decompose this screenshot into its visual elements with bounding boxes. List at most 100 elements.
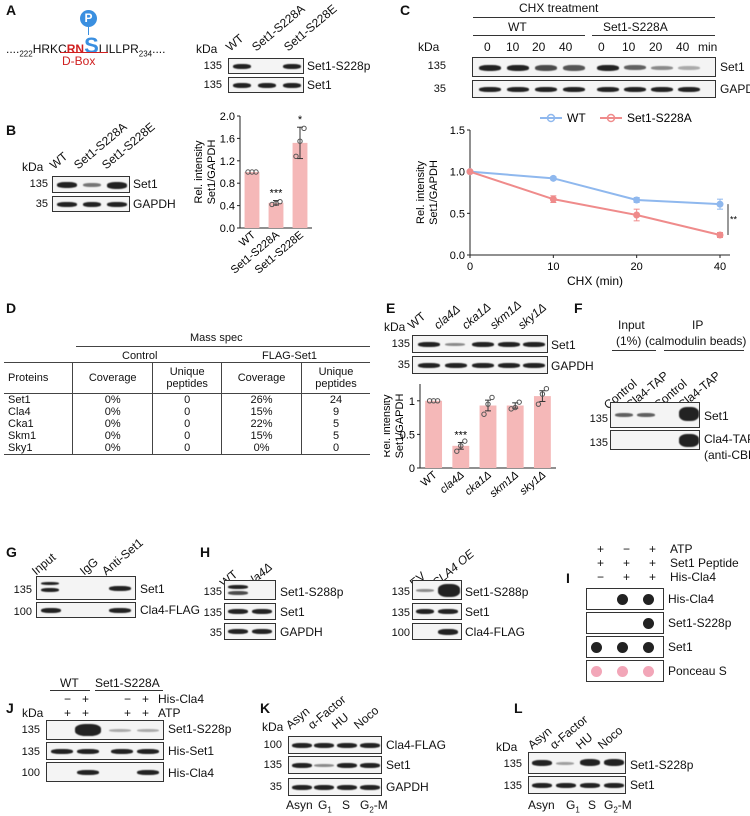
group-rule	[664, 350, 744, 351]
lane-label: cla4Δ	[431, 301, 464, 332]
x-tick-label: 40	[714, 261, 726, 273]
western-blot	[46, 742, 164, 760]
western-blot	[36, 576, 136, 600]
blot-label: GAPDH	[133, 197, 176, 211]
panel-label-e: E	[386, 300, 396, 316]
sign: +	[597, 542, 605, 556]
row-label: ATP	[670, 542, 693, 556]
sequence-text: ....222HRKCRNSLILLPR234....	[6, 33, 165, 59]
y-axis-label: Set1/GAPDH	[206, 140, 218, 205]
bar	[425, 400, 443, 468]
y-tick-label: 0.0	[220, 223, 235, 235]
cell: 0	[152, 442, 222, 455]
seq-before: HRKC	[32, 42, 67, 56]
mw-marker: 135	[29, 178, 48, 190]
mass-spec-table: Proteins Coverage Unique peptides Covera…	[4, 362, 370, 455]
dbox-label: D-Box	[62, 54, 96, 68]
y-tick-label: 0.4	[220, 201, 235, 213]
cell: 5	[301, 418, 370, 430]
bar	[268, 202, 284, 228]
sign: −	[124, 692, 132, 706]
lane-label: WT	[223, 31, 247, 54]
mw-marker: 135	[589, 437, 608, 449]
blot-label: Set1-S228p	[630, 758, 694, 772]
seq-s: S	[84, 33, 99, 58]
x-tick-label: sky1Δ	[518, 469, 549, 497]
cell: 0%	[72, 418, 153, 430]
input-title: Input	[618, 318, 645, 332]
group-rule	[50, 690, 90, 691]
table-row: Cla4 0% 0 15% 9	[4, 406, 370, 418]
ip-sub: (calmodulin beads)	[645, 334, 747, 348]
western-blot	[610, 402, 700, 428]
western-blot	[224, 623, 276, 640]
group-label: WT	[60, 676, 79, 690]
mw-marker: 135	[391, 586, 410, 598]
bar-chart-b: 0.0 0.4 0.8 1.2 1.6 2.0 Rel. intensity Set1/GAP…	[193, 111, 312, 276]
cell: Cka1	[8, 418, 34, 430]
dot-blot	[586, 660, 664, 682]
blot-label: Set1	[668, 640, 693, 654]
phase-label: Asyn	[528, 798, 555, 812]
sign: −	[597, 570, 605, 584]
panel-label-k: K	[260, 700, 271, 716]
sign: +	[124, 706, 132, 720]
western-blot	[46, 762, 164, 782]
y-tick-label: 1.0	[450, 167, 465, 179]
bar	[452, 445, 470, 468]
mw-marker: 35	[433, 83, 446, 95]
header-cell: Unique peptides	[152, 362, 222, 394]
seq-start: 222	[19, 49, 33, 59]
blot-label: Set1	[551, 338, 576, 352]
cell: 15%	[221, 406, 302, 418]
y-axis-label: Rel. intensity	[415, 161, 427, 224]
phase-label: G2-M	[604, 798, 632, 815]
table-row: Set1 0% 0 26% 24	[4, 393, 370, 406]
sign: +	[82, 706, 90, 720]
dot-blot	[586, 612, 664, 634]
data-point	[481, 411, 487, 417]
data-point	[549, 195, 557, 203]
bar	[244, 172, 260, 228]
blot-label: Set1	[280, 605, 305, 619]
mw-marker: 135	[503, 780, 522, 792]
legend-marker	[546, 113, 556, 123]
mw-marker: 135	[203, 586, 222, 598]
x-tick-label: WT	[419, 469, 440, 489]
cell: Skm1	[8, 430, 37, 442]
time-label: 40	[676, 40, 690, 54]
blot-label: Cla4-FLAG	[386, 738, 447, 752]
mw-marker: 100	[263, 739, 282, 751]
series-line	[469, 170, 721, 206]
cell: 9	[301, 406, 370, 418]
table-row: Sky1 0% 0 0% 0	[4, 442, 370, 455]
x-tick-label: 10	[547, 261, 559, 273]
dot-blot	[586, 588, 664, 610]
data-point	[462, 438, 468, 444]
cell: 24	[301, 393, 370, 406]
phase-label: G2-M	[360, 798, 388, 815]
western-blot	[610, 430, 700, 450]
x-tick-label: cla4Δ	[438, 469, 467, 496]
mw-marker: 100	[21, 767, 40, 779]
y-tick-label: 1.5	[450, 125, 465, 137]
y-tick-label: 1.2	[220, 156, 235, 168]
group-header: FLAG-Set1	[262, 350, 318, 362]
western-blot	[412, 356, 548, 374]
data-point	[716, 200, 724, 208]
group-rule	[95, 690, 163, 691]
group-rule	[473, 35, 585, 36]
western-blot	[224, 580, 276, 600]
kda-label: kDa	[418, 40, 440, 54]
blot-label: GAPDH	[720, 82, 750, 96]
kda-label: kDa	[22, 160, 44, 174]
mw-marker: 135	[391, 607, 410, 619]
data-point	[716, 231, 724, 239]
western-blot	[412, 603, 462, 620]
row-label: ATP	[158, 706, 181, 720]
panel-label-a: A	[6, 2, 17, 18]
western-blot	[288, 756, 382, 774]
y-tick-label: 2.0	[220, 111, 235, 123]
sign: −	[64, 692, 72, 706]
blot-sublabel: (anti-CBP)	[704, 448, 750, 462]
